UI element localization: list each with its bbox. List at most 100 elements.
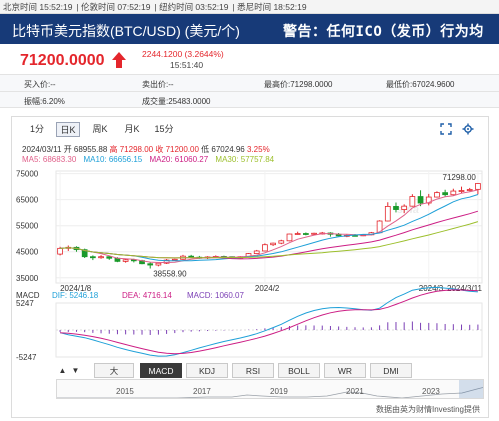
year-label: 2015 <box>116 387 134 396</box>
x-tick-label: 2024/1/8 <box>60 284 92 293</box>
quote-time: 15:51:40 <box>170 60 204 70</box>
macd-panel: 5247 -5247 <box>16 286 483 361</box>
ohlc-low: 低 67024.96 <box>201 145 245 154</box>
navigator-selection <box>459 380 483 398</box>
year-label: 2023 <box>422 387 440 396</box>
chart-tools <box>434 122 474 140</box>
candle-body <box>163 259 170 264</box>
candle-body <box>401 205 408 210</box>
tab-kdj[interactable]: KDJ <box>186 363 228 378</box>
data-credit: 数据由英为财情Investing提供 <box>375 405 480 414</box>
candle-body <box>409 196 416 207</box>
candle-body <box>81 249 88 258</box>
ma10-value: MA10: 66656.15 <box>83 155 143 164</box>
candle-body <box>122 259 129 262</box>
macd-tick-label: -5247 <box>16 353 37 361</box>
candle-body <box>384 206 391 222</box>
candle-body <box>155 262 162 266</box>
ico-warning-banner: 警告：任何ICO（发币）行为均 <box>283 24 484 40</box>
price-change: 2244.1200 (3.2644%) <box>142 49 224 59</box>
world-clock-bar: 北京时间 15:52:19 | 伦敦时间 07:52:19 | 纽约时间 03:52… <box>0 0 499 14</box>
candle-body <box>466 189 473 191</box>
candle-body <box>57 247 63 255</box>
stats-row: 买入价:-- 卖出价:-- 最高价:71298.0000 最低价:67024.9… <box>0 74 499 91</box>
settings-icon[interactable] <box>462 122 474 135</box>
candle-body <box>253 250 260 254</box>
macd-value: MACD: 1060.07 <box>187 291 244 300</box>
candle-body <box>417 196 424 204</box>
ma20-value: MA20: 61060.27 <box>149 155 209 164</box>
tab-weekly-k[interactable]: 周K <box>92 124 108 134</box>
ma-readout: MA5: 68683.30 MA10: 66656.15 MA20: 61060… <box>22 155 279 164</box>
tab-15min[interactable]: 15分 <box>154 124 174 134</box>
dea-value: DEA: 4716.14 <box>122 291 172 300</box>
tab-boll[interactable]: BOLL <box>278 363 320 378</box>
macd-tick-label: 5247 <box>16 299 34 308</box>
candle-body <box>442 192 448 196</box>
clock-sydney: 悉尼时间 18:52:19 <box>237 2 307 12</box>
nav-down-icon[interactable]: ▼ <box>71 366 80 375</box>
candle-body <box>262 244 268 252</box>
nav-up-icon[interactable]: ▲ <box>58 366 67 375</box>
y-tick-label: 45000 <box>16 248 39 257</box>
chart-grid <box>55 170 483 284</box>
tab-wr[interactable]: WR <box>324 363 366 378</box>
candle-body <box>130 259 137 262</box>
up-arrow-icon <box>112 52 126 68</box>
navigator-sparkline <box>57 380 483 398</box>
ohlc-open: 开 68955.88 <box>63 145 108 154</box>
x-axis: 2024/1/8 2024/2 2024/3 2024/3/11 <box>60 284 482 293</box>
year-label: 2019 <box>270 387 288 396</box>
ma30-value: MA30: 57757.84 <box>215 155 275 164</box>
quote-panel: 71200.0000 2244.1200 (3.2644%) 15:51:40 <box>0 44 499 74</box>
ohlc-readout: 2024/03/11 开 68955.88 高 71298.00 收 71200… <box>22 144 270 155</box>
candle-body <box>393 206 399 210</box>
ma5-value: MA5: 68683.30 <box>22 155 77 164</box>
candle-body <box>90 256 96 259</box>
annotations: 71298.00 38558.90 <box>153 173 476 278</box>
candle-body <box>303 233 309 235</box>
year-label: 2021 <box>346 387 364 396</box>
y-tick-label: 35000 <box>16 274 39 283</box>
tab-rsi[interactable]: RSI <box>232 363 274 378</box>
tab-daily-k[interactable]: 日K <box>56 122 80 137</box>
candles <box>57 183 481 269</box>
candle-body <box>98 256 104 259</box>
candle-body <box>147 263 154 266</box>
macd-label: MACD <box>16 291 40 300</box>
plot-frame <box>55 170 483 284</box>
x-tick-label: 2024/3 <box>419 284 444 293</box>
y-tick-label: 75000 <box>16 170 39 179</box>
stats-table: 买入价:-- 卖出价:-- 最高价:71298.0000 最低价:67024.9… <box>0 74 499 108</box>
dif-value: DIF: 5246.18 <box>52 291 99 300</box>
low-price: 最低价:67024.9600 <box>386 80 455 89</box>
stats-row: 振幅:6.20% 成交量:25483.0000 <box>0 91 499 108</box>
candle-body <box>171 258 178 261</box>
tab-indicator-da[interactable]: 大 <box>94 363 134 378</box>
tab-macd[interactable]: MACD <box>140 363 182 378</box>
candle-body <box>278 240 285 244</box>
clock-newyork: 纽约时间 03:52:19 <box>159 2 229 12</box>
ma5-line <box>60 189 479 263</box>
range-navigator[interactable] <box>56 379 484 399</box>
candle-body <box>286 233 293 242</box>
svg-text:sina: sina <box>397 204 419 216</box>
candle-body <box>434 192 440 198</box>
period-tabs: 1分 日K 周K 月K 15分 <box>12 117 488 141</box>
tab-monthly-k[interactable]: 月K <box>124 124 140 134</box>
x-tick-label: 2024/3/11 <box>447 284 483 293</box>
ma30-line <box>60 221 479 259</box>
candle-body <box>425 196 432 204</box>
dif-line <box>59 286 478 357</box>
candle-body <box>270 242 276 246</box>
title-bar: 比特币美元指数(BTC/USD) (美元/个) 警告：任何ICO（发币）行为均 <box>0 14 499 44</box>
volume: 成交量:25483.0000 <box>142 97 211 106</box>
y-tick-label: 65000 <box>16 196 39 205</box>
tab-dmi[interactable]: DMI <box>370 363 412 378</box>
tab-1min[interactable]: 1分 <box>29 124 44 134</box>
chart-panel: 1分 日K 周K 月K 15分 2024/03/11 开 68955.88 高 … <box>11 116 489 418</box>
y-tick-label: 55000 <box>16 222 39 231</box>
fullscreen-icon[interactable] <box>439 122 452 135</box>
year-label: 2017 <box>193 387 211 396</box>
